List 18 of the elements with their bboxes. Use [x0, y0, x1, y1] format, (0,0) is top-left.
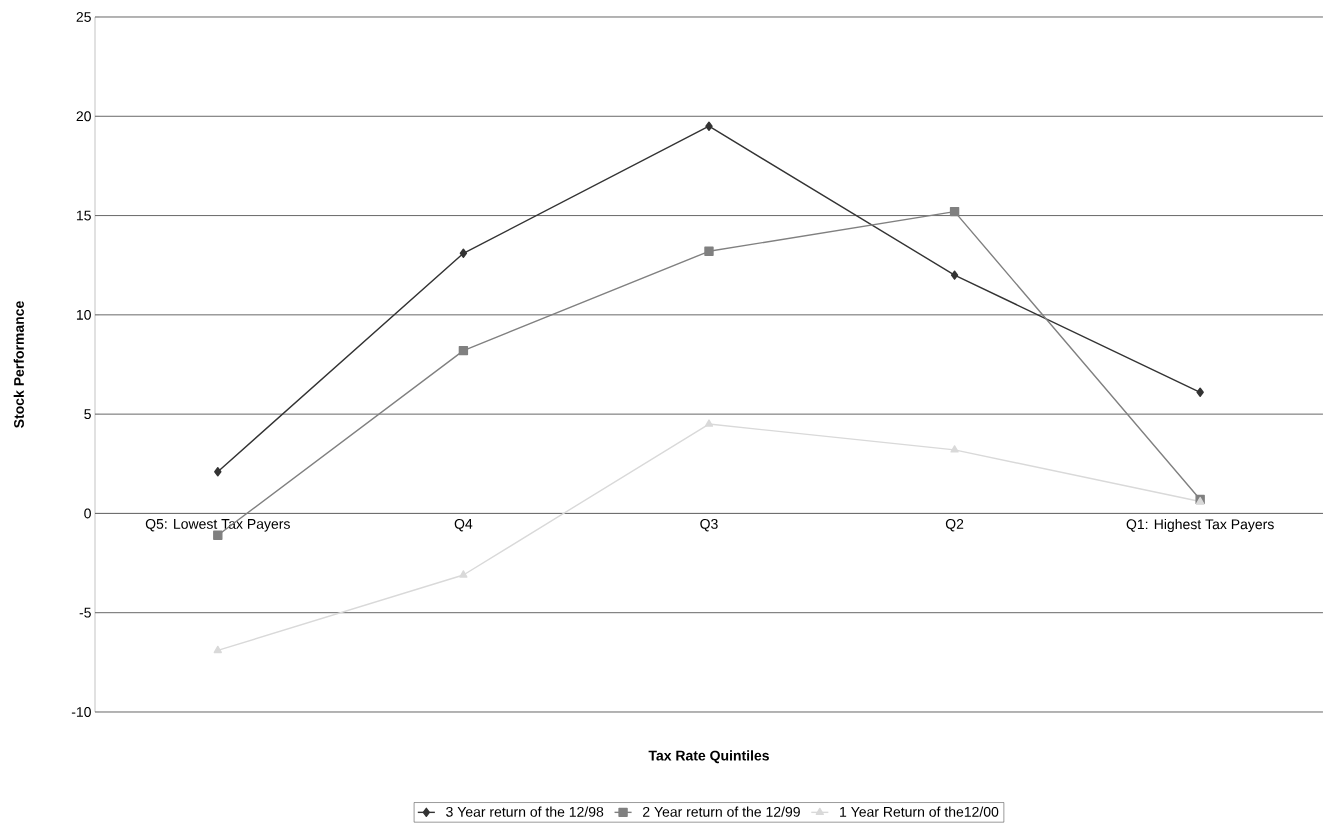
x-tick-label: Q1: Highest Tax Payers: [1126, 518, 1274, 532]
x-tick-label: Q5: Lowest Tax Payers: [145, 518, 290, 532]
y-tick-label: 10: [76, 309, 91, 320]
y-tick-label: -5: [79, 607, 91, 618]
legend-label: 2 Year return of the 12/99: [643, 806, 800, 817]
y-tick-label: 25: [76, 12, 91, 22]
y-tick-label: -10: [71, 707, 91, 717]
x-tick-label: Q2: [945, 518, 964, 532]
y-tick-label: 15: [76, 210, 91, 221]
x-axis-title: Tax Rate Quintiles: [648, 750, 769, 764]
y-tick-label: 20: [76, 111, 91, 122]
legend-label: 3 Year return of the 12/98: [446, 806, 604, 817]
x-tick-label: Q3: [700, 518, 718, 532]
y-tick-label: 0: [84, 508, 91, 519]
y-tick-label: 5: [84, 409, 91, 420]
x-tick-label: Q4: [454, 518, 473, 532]
legend-label: 1 Year Return of the12/00: [840, 806, 999, 817]
y-axis-title: Stock Performance: [13, 301, 24, 428]
